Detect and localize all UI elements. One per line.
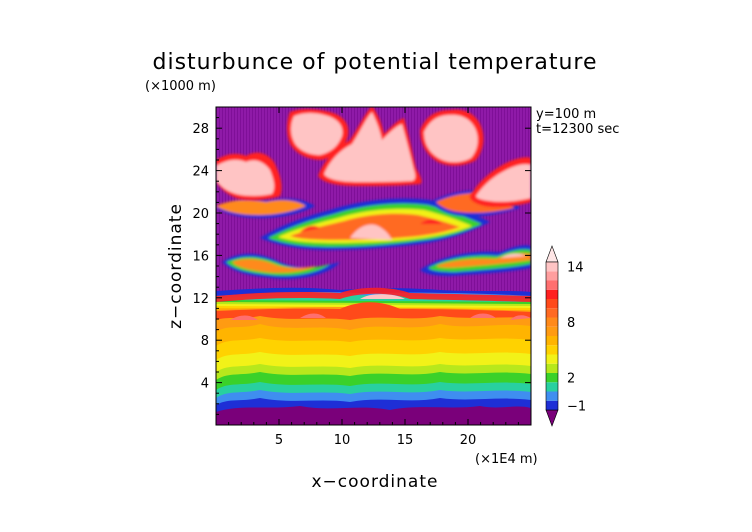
colorbar-tick-label: 2 <box>567 372 575 387</box>
colorbar-swatch <box>546 317 558 327</box>
x-tick-label: 15 <box>397 433 414 448</box>
colorbar-swatch <box>546 345 558 355</box>
colorbar-swatch <box>546 373 558 383</box>
chart-title: disturbunce of potential temperature <box>153 50 598 75</box>
annotation-y: y=100 m <box>536 107 596 122</box>
colorbar-frame <box>545 261 559 411</box>
heatmap-field <box>216 107 531 425</box>
colorbar-swatch <box>546 289 558 299</box>
x-axis-title: x−coordinate <box>312 472 439 492</box>
y-tick-label: 28 <box>192 122 209 137</box>
colorbar-swatch <box>546 308 558 318</box>
x-tick-label: 10 <box>334 433 351 448</box>
colorbar-swatch <box>546 336 558 346</box>
colorbar-swatch <box>546 400 558 410</box>
y-tick-label: 4 <box>201 377 209 392</box>
y-tick-label: 8 <box>201 334 209 349</box>
y-tick-label: 24 <box>192 165 209 180</box>
colorbar-tick-label: 14 <box>567 261 584 276</box>
colorbar-swatch <box>546 391 558 401</box>
colorbar-tick-label: −1 <box>567 399 586 414</box>
y-axis-title: z−coordinate <box>166 203 186 329</box>
colorbar-swatch <box>546 354 558 364</box>
colorbar-tick-label: 8 <box>567 316 575 331</box>
colorbar-over-triangle <box>545 245 559 263</box>
y-axis: 4 8 12 16 20 24 28 <box>192 117 531 415</box>
x-tick-label: 20 <box>460 433 477 448</box>
colorbar-swatch <box>546 382 558 392</box>
colorbar-swatch <box>546 280 558 290</box>
colorbar-under-triangle <box>545 409 559 427</box>
y-tick-label: 12 <box>192 292 209 307</box>
colorbar-swatch <box>546 271 558 281</box>
colorbar-swatch <box>546 326 558 336</box>
colorbar: −1 2 8 14 <box>545 245 586 427</box>
annotation-time: t=12300 sec <box>536 122 619 137</box>
y-tick-label: 16 <box>192 249 209 264</box>
colorbar-swatch <box>546 262 558 272</box>
x-unit-label: (×1E4 m) <box>475 452 538 467</box>
colorbar-swatch <box>546 363 558 373</box>
x-tick-label: 5 <box>275 433 283 448</box>
colorbar-swatch <box>546 299 558 309</box>
y-tick-label: 20 <box>192 207 209 222</box>
x-axis: 5 10 15 20 <box>228 107 519 448</box>
y-unit-label: (×1000 m) <box>145 79 216 94</box>
